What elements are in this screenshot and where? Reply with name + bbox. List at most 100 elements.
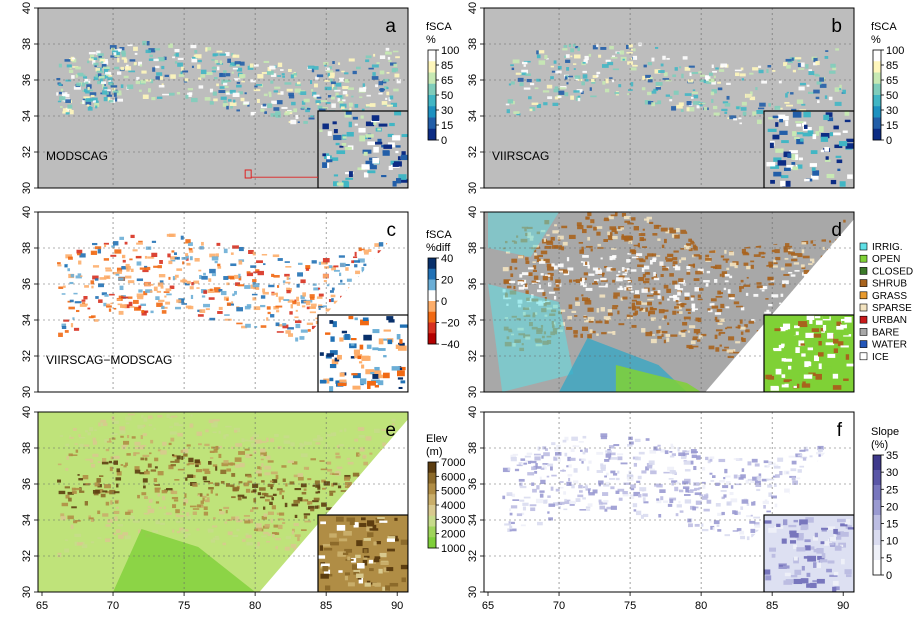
legend-tick-label: 3000 bbox=[441, 514, 465, 526]
legend-tick-label: 40 bbox=[441, 253, 453, 265]
y-tick-label: 34 bbox=[21, 514, 33, 526]
legend-swatch bbox=[428, 83, 436, 96]
x-tick-label: 70 bbox=[553, 600, 565, 612]
legend-tick-label: 65 bbox=[886, 75, 898, 87]
legend-tick-label: 85 bbox=[886, 60, 898, 72]
legend-swatch bbox=[428, 268, 436, 280]
legend-swatch bbox=[428, 128, 436, 141]
legend-swatch bbox=[859, 279, 868, 287]
panel-frame bbox=[37, 211, 409, 393]
legend-swatch bbox=[873, 95, 881, 107]
y-tick-label: 32 bbox=[21, 146, 33, 158]
legend-swatch bbox=[873, 128, 881, 141]
legend-title: Slope bbox=[871, 426, 899, 438]
panel-frame bbox=[37, 7, 409, 189]
panel-frame bbox=[483, 7, 855, 189]
legend-tick-label: 50 bbox=[886, 90, 898, 102]
y-tick-label: 34 bbox=[467, 514, 479, 526]
x-tick-label: 75 bbox=[178, 600, 190, 612]
legend-swatch bbox=[873, 485, 881, 501]
legend-tick-label: 5 bbox=[886, 553, 892, 565]
legend-tick-label: 4000 bbox=[441, 500, 465, 512]
panel-frame bbox=[483, 411, 855, 593]
legend-tick-label: 0 bbox=[441, 135, 447, 147]
y-tick-label: 38 bbox=[21, 38, 33, 50]
inset-map bbox=[317, 110, 408, 188]
legend-tick-label: 1000 bbox=[441, 543, 465, 555]
y-tick-label: 32 bbox=[21, 350, 33, 362]
legend-swatch bbox=[859, 303, 868, 312]
legend-title: Elev bbox=[426, 433, 448, 445]
x-tick-label: 70 bbox=[107, 600, 119, 612]
y-tick-label: 36 bbox=[21, 278, 33, 290]
legend-swatch bbox=[859, 267, 868, 275]
legend-tick-label: 0 bbox=[441, 296, 447, 308]
x-tick-label: 85 bbox=[766, 600, 778, 612]
legend-tick-label: 10 bbox=[886, 536, 898, 548]
map-panel-c: c VIIRSCAG−MODSCAG 30 32 34 36 38 40 bbox=[21, 206, 409, 398]
legend-swatch bbox=[428, 279, 436, 291]
legend-swatch bbox=[428, 472, 436, 484]
inset-locator bbox=[244, 169, 252, 179]
legend-swatch bbox=[873, 470, 881, 486]
y-tick-label: 38 bbox=[467, 442, 479, 454]
legend-swatch bbox=[428, 322, 436, 334]
legend-tick-label: 30 bbox=[886, 105, 898, 117]
legend-swatch bbox=[428, 333, 436, 345]
legend-tick-label: 35 bbox=[886, 450, 898, 462]
y-tick-label: 36 bbox=[21, 74, 33, 86]
legend-tick-label: 15 bbox=[886, 519, 898, 531]
legend-tick-label: 30 bbox=[441, 105, 453, 117]
y-tick-label: 32 bbox=[467, 550, 479, 562]
legend-label: GRASS bbox=[872, 291, 907, 302]
legend-f: Slope(%)35 30 25 20 15 10 5 0 bbox=[871, 426, 899, 582]
legend-swatch bbox=[859, 352, 868, 361]
legend-tick-label: 6000 bbox=[441, 471, 465, 483]
legend-tick-label: 5000 bbox=[441, 486, 465, 498]
x-tick-label: 80 bbox=[695, 600, 707, 612]
legend-swatch bbox=[428, 526, 436, 538]
legend-label: BARE bbox=[872, 327, 900, 338]
legend-swatch bbox=[873, 545, 881, 561]
legend-title: fSCA bbox=[426, 229, 452, 241]
x-tick-label: 65 bbox=[36, 600, 48, 612]
y-tick-label: 32 bbox=[21, 550, 33, 562]
legend-swatch bbox=[428, 462, 436, 474]
panel-letter: a bbox=[385, 16, 396, 37]
legend-tick-label: 0 bbox=[886, 135, 892, 147]
y-tick-label: 40 bbox=[467, 406, 479, 418]
legend-swatch bbox=[859, 291, 868, 300]
legend-swatch bbox=[428, 301, 436, 313]
panel-letter: d bbox=[831, 220, 842, 241]
legend-swatch bbox=[873, 515, 881, 531]
legend-swatch bbox=[428, 537, 436, 549]
legend-tick-label: 85 bbox=[441, 60, 453, 72]
map-panel-a: a MODSCAG 30 32 34 36 38 40 bbox=[21, 2, 409, 194]
legend-swatch bbox=[428, 483, 436, 495]
legend-swatch bbox=[873, 106, 881, 118]
x-tick-label: 65 bbox=[482, 600, 494, 612]
y-tick-label: 34 bbox=[21, 314, 33, 326]
legend-tick-label: 7000 bbox=[441, 457, 465, 469]
y-tick-label: 38 bbox=[21, 442, 33, 454]
y-tick-label: 40 bbox=[467, 2, 479, 14]
legend-b: fSCA% 100 85 65 50 30 15 0 bbox=[871, 21, 904, 147]
legend-tick-label: 25 bbox=[886, 484, 898, 496]
panel-label: MODSCAG bbox=[46, 149, 108, 163]
legend-tick-label: 20 bbox=[441, 275, 453, 287]
legend-swatch bbox=[428, 515, 436, 527]
map-panel-b: b VIIRSCAG 30 32 34 36 38 40 bbox=[467, 2, 855, 194]
legend-unit: (%) bbox=[871, 439, 888, 451]
x-tick-label: 75 bbox=[624, 600, 636, 612]
legend-title: fSCA bbox=[426, 21, 452, 33]
y-tick-label: 38 bbox=[21, 242, 33, 254]
legend-swatch bbox=[859, 340, 868, 348]
legend-label: OPEN bbox=[872, 254, 900, 265]
legend-label: URBAN bbox=[872, 315, 907, 326]
y-tick-label: 30 bbox=[467, 386, 479, 398]
legend-swatch bbox=[859, 254, 868, 263]
legend-label: SHRUB bbox=[872, 279, 907, 290]
legend-swatch bbox=[428, 505, 436, 517]
